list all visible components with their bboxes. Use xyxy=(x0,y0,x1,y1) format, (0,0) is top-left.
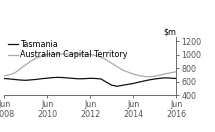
Text: $m: $m xyxy=(163,27,176,36)
Legend: Tasmania, Australian Capital Territory: Tasmania, Australian Capital Territory xyxy=(8,40,128,59)
